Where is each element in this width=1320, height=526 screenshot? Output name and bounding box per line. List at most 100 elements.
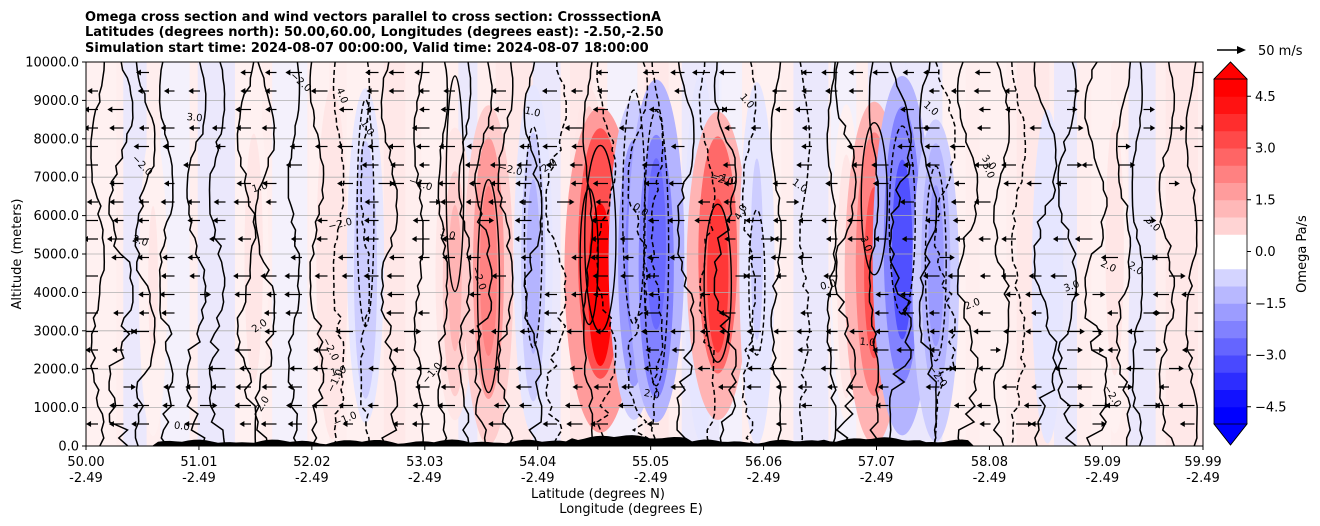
wind-vector-head xyxy=(1100,291,1106,298)
wind-vector-head xyxy=(1050,273,1056,279)
wind-vector-head xyxy=(773,328,779,335)
wind-vector-head xyxy=(285,310,291,316)
wind-vector-head xyxy=(846,143,852,150)
x-axis-label-longitude: Longitude (degrees E) xyxy=(559,502,703,517)
wind-vector-head xyxy=(1030,310,1036,316)
wind-vector-head xyxy=(1077,347,1083,353)
wind-vector-head xyxy=(875,291,881,298)
negative-contour-line xyxy=(799,62,811,446)
wind-vector-head xyxy=(1202,328,1203,335)
y-tick-label: 3000.0 xyxy=(34,324,80,339)
wind-vector-head xyxy=(871,51,876,57)
vector-key-label: 50 m/s xyxy=(1258,44,1303,59)
wind-vector-key: 50 m/s xyxy=(1217,44,1303,59)
wind-vector-head xyxy=(1174,180,1180,187)
wind-vector-head xyxy=(1206,144,1211,150)
wind-vector-head xyxy=(645,273,651,279)
wind-vector-head xyxy=(647,217,653,224)
wind-vector-head xyxy=(1151,217,1157,224)
wind-vector-head xyxy=(260,421,266,427)
contour-line xyxy=(254,62,276,446)
contour-line xyxy=(826,62,837,446)
wind-vector-head xyxy=(569,199,575,205)
wind-vector-head xyxy=(950,88,956,94)
y-tick-label: 4000.0 xyxy=(34,286,80,301)
colorbar-extend-max xyxy=(1213,61,1248,80)
wind-vector-head xyxy=(236,180,242,187)
wind-vector-head xyxy=(1105,402,1111,409)
wind-vector-head xyxy=(1029,125,1035,131)
wind-vector-head xyxy=(1205,310,1210,316)
wind-vector-head xyxy=(618,125,624,131)
wind-vector-head xyxy=(515,365,521,372)
wind-vector-head xyxy=(1101,421,1107,427)
wind-vector-head xyxy=(747,254,753,261)
wind-vector-head xyxy=(489,162,495,168)
wind-vector-head xyxy=(821,69,827,76)
wind-vector-head xyxy=(825,88,831,94)
wind-vector-head xyxy=(464,162,470,168)
wind-vector-head xyxy=(1055,180,1061,187)
wind-vector-head xyxy=(978,51,983,57)
negative-contour-line xyxy=(698,62,716,446)
title-line-2: Latitudes (degrees north): 50.00,60.00, … xyxy=(85,25,664,40)
wind-vector-head xyxy=(312,365,318,372)
wind-vector-head xyxy=(1005,291,1011,298)
wind-vector-head xyxy=(768,365,774,372)
wind-vector-head xyxy=(1052,236,1058,242)
contour-line xyxy=(1057,62,1077,446)
wind-vector-head xyxy=(643,310,649,316)
wind-vector-head xyxy=(1027,421,1033,427)
wind-vector-head xyxy=(1003,328,1009,335)
wind-vector-head xyxy=(133,236,139,242)
wind-vector-head xyxy=(922,125,928,131)
colorbar-tick-label: 3.0 xyxy=(1255,142,1276,157)
wind-vector-head xyxy=(953,180,959,187)
wind-vector-head xyxy=(132,402,138,409)
wind-vector-head xyxy=(746,384,752,390)
wind-vector-head xyxy=(543,310,549,316)
wind-vector-head xyxy=(131,421,137,427)
wind-vector-head xyxy=(386,310,392,316)
wind-vector-head xyxy=(338,106,344,113)
contour-line xyxy=(458,62,472,446)
wind-vector-head xyxy=(902,162,908,168)
wind-vector-head xyxy=(263,310,269,316)
wind-vector-head xyxy=(775,273,781,279)
wind-vector-head xyxy=(367,402,373,409)
wind-vector-head xyxy=(440,384,446,390)
colorbar-segment xyxy=(1214,320,1247,339)
wind-vector-head xyxy=(417,254,423,261)
wind-vector-head xyxy=(1106,310,1112,316)
omega-band-core xyxy=(326,164,338,341)
colorbar-segment xyxy=(1214,199,1247,218)
wind-vector-head xyxy=(415,384,421,390)
wind-vector-head xyxy=(900,106,906,113)
wind-vector-head xyxy=(569,162,575,168)
wind-vector-head xyxy=(669,254,675,261)
wind-vector-head xyxy=(1178,365,1184,372)
wind-vector-head xyxy=(337,254,343,261)
wind-vector-head xyxy=(1005,51,1010,57)
colorbar-tick-label: −3.0 xyxy=(1255,349,1287,364)
contour-label: 1.0 xyxy=(523,105,541,119)
contour-label: 3.0 xyxy=(1062,279,1081,295)
wind-vector-head xyxy=(794,106,800,113)
wind-vector-head xyxy=(162,254,168,261)
x-tick-label-longitude: -2.49 xyxy=(182,471,216,486)
contour-line xyxy=(834,62,857,446)
wind-vector-head xyxy=(237,236,243,242)
x-tick-label-longitude: -2.49 xyxy=(1086,471,1120,486)
wind-vector-head xyxy=(436,199,442,205)
wind-vector-head xyxy=(337,143,343,150)
wind-vector-head xyxy=(644,180,650,187)
wind-vector-head xyxy=(387,291,393,298)
wind-vector-head xyxy=(515,180,521,187)
wind-vector-head xyxy=(1149,106,1155,113)
contour-line xyxy=(1158,62,1176,446)
negative-contour-loop xyxy=(748,209,766,356)
wind-vector-head xyxy=(846,217,852,224)
wind-vector-head xyxy=(386,273,392,279)
wind-vector-head xyxy=(438,143,444,150)
wind-vector-head xyxy=(592,273,598,279)
